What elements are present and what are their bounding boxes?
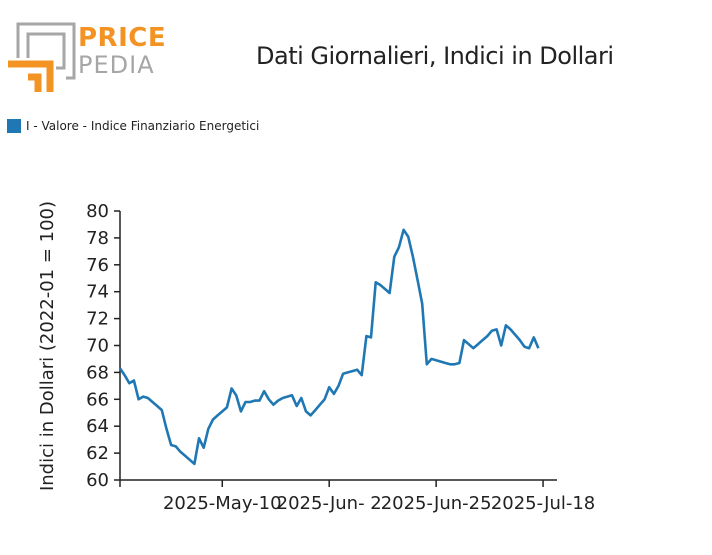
- y-tick-label: 80: [86, 201, 109, 222]
- chart-legend: I - Valore - Indice Finanziario Energeti…: [7, 119, 259, 133]
- x-tick-label: 2025-Jul-18: [491, 493, 595, 514]
- y-tick-label: 68: [86, 362, 109, 383]
- series-layer: [118, 228, 540, 466]
- logo-mark-icon: [8, 22, 76, 92]
- x-tick-label: 2025-Jun- 2: [277, 493, 382, 514]
- logo-text-price: PRICE: [78, 23, 167, 53]
- y-tick-label: 64: [86, 416, 109, 437]
- y-axis: 60 62 64 66 68 70 72 74 76 78 80: [86, 201, 121, 491]
- y-tick-label: 60: [86, 470, 109, 491]
- x-tick-label: 2025-Jun-25: [381, 493, 492, 514]
- chart-title: Dati Giornalieri, Indici in Dollari: [256, 42, 614, 70]
- y-axis-label: Indici in Dollari (2022-01 = 100): [37, 201, 58, 491]
- legend-label: I - Valore - Indice Finanziario Energeti…: [26, 119, 260, 133]
- logo-text-pedia: PEDIA: [78, 51, 155, 79]
- y-tick-label: 66: [86, 389, 109, 410]
- y-tick-label: 76: [86, 255, 109, 276]
- y-tick-label: 78: [86, 228, 109, 249]
- y-tick-label: 72: [86, 309, 109, 330]
- legend-swatch: [7, 119, 21, 133]
- y-tick-label: 62: [86, 443, 109, 464]
- series-line: [118, 228, 540, 466]
- x-tick-label: 2025-May-10: [163, 493, 282, 514]
- y-tick-label: 70: [86, 336, 109, 357]
- pricepedia-logo: PRICE PEDIA: [8, 22, 168, 92]
- y-tick-label: 74: [86, 282, 109, 303]
